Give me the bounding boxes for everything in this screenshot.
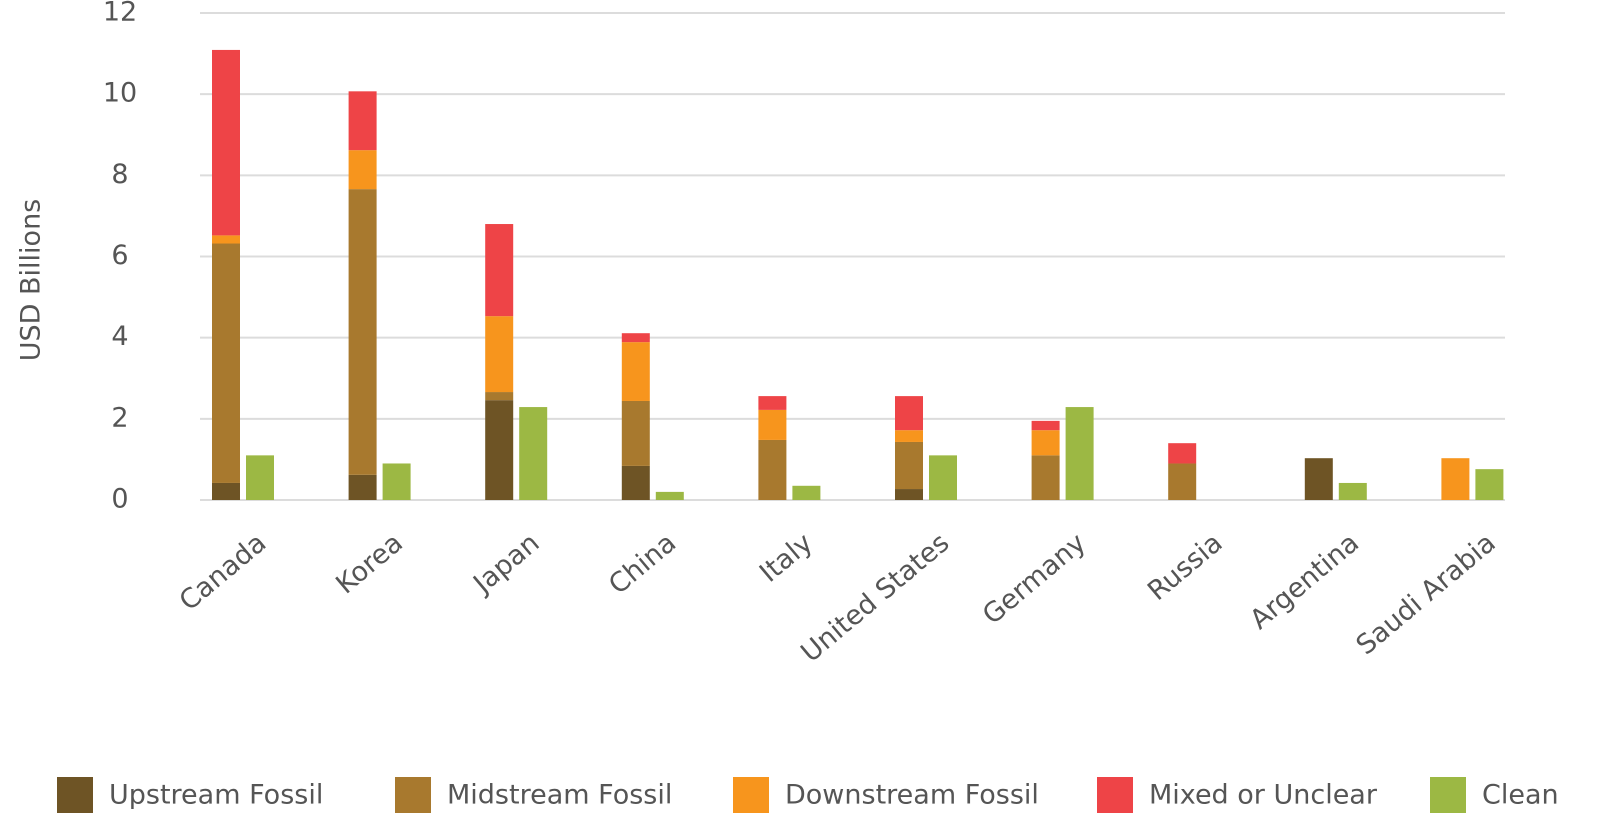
bar-segment — [485, 400, 514, 500]
bar-segment — [519, 407, 548, 500]
x-tick-label: United States — [795, 527, 955, 668]
bar-segment — [485, 316, 514, 393]
x-tick-label: Saudi Arabia — [1351, 527, 1502, 661]
x-tick-label: Germany — [977, 527, 1092, 631]
bar-segment — [1304, 458, 1333, 500]
bar-segment — [621, 465, 650, 500]
bar-segment — [1065, 407, 1094, 500]
bar-segment — [1475, 469, 1504, 500]
bar-segment — [621, 342, 650, 401]
bar-segment — [1338, 482, 1367, 500]
bar-segment — [1031, 455, 1060, 500]
legend-swatch — [57, 777, 93, 813]
legend-swatch — [395, 777, 431, 813]
bar-segment — [212, 243, 240, 483]
x-tick-label: Argentina — [1244, 527, 1365, 635]
bar-segment — [485, 224, 514, 317]
bar-segment — [246, 455, 274, 500]
bar-segment — [1441, 458, 1470, 500]
legend-label: Upstream Fossil — [109, 780, 323, 811]
x-tick-label: Italy — [754, 527, 819, 588]
bar-segment — [758, 439, 787, 500]
x-tick-label: China — [603, 527, 682, 600]
bar-segment — [348, 474, 377, 500]
legend-label: Midstream Fossil — [447, 780, 672, 811]
x-tick-label: Korea — [330, 527, 409, 600]
bar-segment — [929, 455, 957, 500]
bar-segment — [1031, 430, 1060, 456]
bar-segment — [895, 430, 923, 442]
bar-segment — [348, 150, 377, 190]
y-tick-label: 12 — [103, 0, 137, 28]
bar-segment — [621, 333, 650, 343]
bar-segment — [1031, 420, 1060, 431]
bar-segment — [348, 189, 377, 475]
legend-swatch — [1430, 777, 1466, 813]
bar-segment — [212, 482, 240, 500]
bar-segment — [758, 396, 787, 410]
bar-segment — [758, 409, 787, 440]
bar-segment — [1168, 443, 1197, 464]
bar-segment — [212, 49, 240, 236]
y-tick-label: 2 — [111, 402, 128, 433]
bar-segment — [212, 235, 240, 244]
x-tick-label: Canada — [174, 527, 273, 617]
legend-label: Downstream Fossil — [785, 780, 1039, 811]
y-tick-label: 6 — [111, 240, 128, 271]
bar-segment — [485, 392, 514, 401]
legend-swatch — [733, 777, 769, 813]
legend-label: Clean — [1482, 780, 1559, 811]
bar-segment — [895, 396, 923, 431]
y-tick-label: 4 — [111, 321, 128, 352]
bar-segment — [792, 485, 821, 500]
y-tick-label: 8 — [111, 159, 128, 190]
legend-label: Mixed or Unclear — [1149, 780, 1378, 811]
bar-segment — [1168, 463, 1197, 500]
bar-segment — [382, 463, 411, 500]
x-tick-label: Japan — [466, 527, 545, 600]
x-tick-label: Russia — [1142, 527, 1228, 607]
bar-segment — [348, 91, 377, 151]
y-axis-label: USD Billions — [16, 199, 47, 362]
legend-swatch — [1097, 777, 1133, 813]
bar-segment — [655, 491, 684, 500]
bar-segment — [621, 400, 650, 466]
y-tick-label: 0 — [111, 484, 128, 515]
y-tick-label: 10 — [103, 78, 137, 109]
bar-segment — [895, 489, 923, 500]
bar-segment — [895, 441, 923, 490]
